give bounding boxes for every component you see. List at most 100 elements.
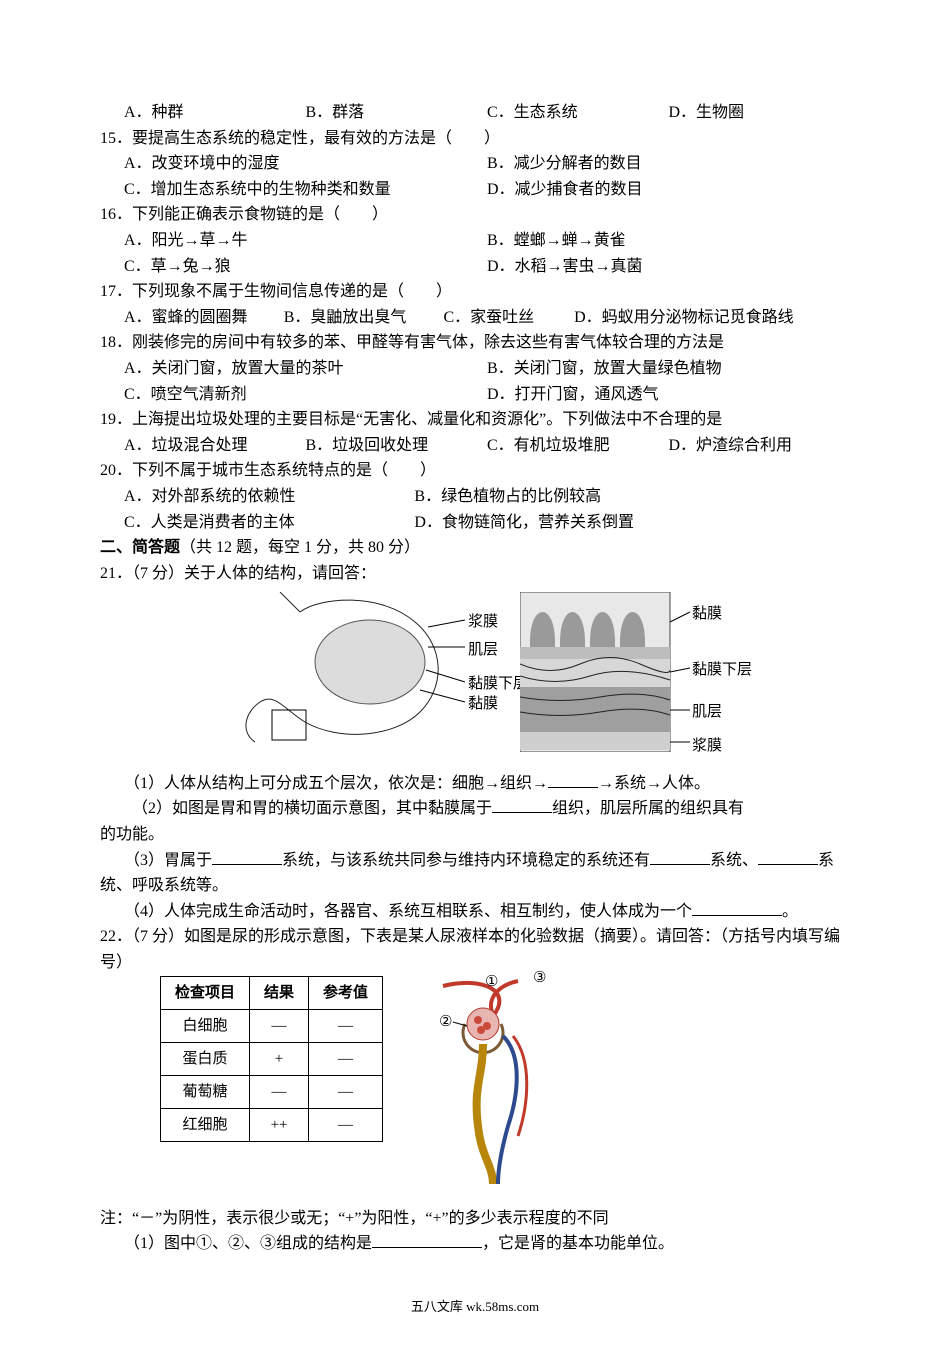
cell: 红细胞 bbox=[161, 1108, 250, 1141]
th-item: 检查项目 bbox=[161, 976, 250, 1009]
blank-6[interactable] bbox=[692, 899, 782, 916]
q19-stem: 19．上海提出垃圾处理的主要目标是“无害化、减量化和资源化”。下列做法中不合理的… bbox=[100, 407, 850, 433]
th-result: 结果 bbox=[250, 976, 309, 1009]
q21-p4: （4）人体完成生命活动时，各器官、系统互相联系、相互制约，使人体成为一个 。 bbox=[100, 899, 850, 925]
q20-opt-c: C．人类是消费者的主体 bbox=[124, 510, 414, 536]
q21-p2a: （2）如图是胃和胃的横切面示意图，其中黏膜属于 bbox=[132, 800, 492, 817]
q14-opt-d: D．生物圈 bbox=[669, 100, 851, 126]
q16-opt-c: C．草→兔→狼 bbox=[124, 254, 487, 280]
table-row: 葡萄糖 — — bbox=[161, 1075, 383, 1108]
stomach-figure: 浆膜 肌层 黏膜下层 黏膜 bbox=[230, 592, 490, 761]
page-footer: 五八文库 wk.58ms.com bbox=[100, 1297, 850, 1318]
cell: — bbox=[309, 1075, 383, 1108]
th-ref: 参考值 bbox=[309, 976, 383, 1009]
q18-opt-a: A．关闭门窗，放置大量的茶叶 bbox=[124, 356, 487, 382]
q16-opt-b: B．螳螂→蝉→黄雀 bbox=[487, 228, 850, 254]
stomach-svg bbox=[230, 592, 490, 752]
q19-opt-b: B．垃圾回收处理 bbox=[306, 433, 488, 459]
q21-p2c: 的功能。 bbox=[100, 822, 850, 848]
q22-p1a: （1）图中①、②、③组成的结构是 bbox=[124, 1235, 372, 1252]
q15-opt-b: B．减少分解者的数目 bbox=[487, 151, 850, 177]
q19-opt-c: C．有机垃圾堆肥 bbox=[487, 433, 669, 459]
q21-p2b: 组织，肌层所属的组织具有 bbox=[552, 800, 744, 817]
q14-opt-b: B．群落 bbox=[306, 100, 488, 126]
label-jiceng: 肌层 bbox=[468, 638, 498, 662]
label-nianmo: 黏膜 bbox=[468, 692, 498, 716]
q20-stem: 20．下列不属于城市生态系统特点的是（ ） bbox=[100, 458, 850, 484]
q22-stem: 22．（7 分）如图是尿的形成示意图，下表是某人尿液样本的化验数据（摘要）。请回… bbox=[100, 924, 850, 975]
q15-options: A．改变环境中的湿度 B．减少分解者的数目 C．增加生态系统中的生物种类和数量 … bbox=[100, 151, 850, 202]
q20-options: A．对外部系统的依赖性 B．绿色植物占的比例较高 C．人类是消费者的主体 D．食… bbox=[100, 484, 850, 535]
blank-7[interactable] bbox=[372, 1231, 482, 1248]
blank-4[interactable] bbox=[650, 848, 710, 865]
cell: — bbox=[309, 1108, 383, 1141]
q14-options: A．种群 B．群落 C．生态系统 D．生物圈 bbox=[100, 100, 850, 126]
q17-options: A．蜜蜂的圆圈舞 B．臭鼬放出臭气 C．家蚕吐丝 D．蚂蚁用分泌物标记觅食路线 bbox=[100, 305, 850, 331]
table-row: 蛋白质 + — bbox=[161, 1042, 383, 1075]
table-header-row: 检查项目 结果 参考值 bbox=[161, 976, 383, 1009]
lab-table: 检查项目 结果 参考值 白细胞 — — 蛋白质 + — 葡萄糖 — — 红细胞 … bbox=[160, 976, 383, 1142]
q16-opt-d: D．水稻→害虫→真菌 bbox=[487, 254, 850, 280]
q19-opt-a: A．垃圾混合处理 bbox=[124, 433, 306, 459]
label2-nianmo: 黏膜 bbox=[692, 602, 722, 626]
cell: — bbox=[250, 1009, 309, 1042]
q21-p3b: 系统，与该系统共同参与维持内环境稳定的系统还有 bbox=[282, 852, 650, 869]
q20-opt-b: B．绿色植物占的比例较高 bbox=[414, 484, 850, 510]
q18-opt-b: B．关闭门窗，放置大量绿色植物 bbox=[487, 356, 850, 382]
q20-opt-d: D．食物链简化，营养关系倒置 bbox=[414, 510, 850, 536]
kidney-svg bbox=[423, 976, 563, 1186]
wall-figure: 黏膜 黏膜下层 肌层 浆膜 bbox=[520, 592, 720, 761]
section2-title: 二、简答题 bbox=[100, 539, 180, 556]
blank-5[interactable] bbox=[758, 848, 818, 865]
wall-svg bbox=[520, 592, 720, 752]
q17-stem: 17．下列现象不属于生物间信息传递的是（ ） bbox=[100, 279, 850, 305]
q18-stem: 18．刚装修完的房间中有较多的苯、甲醛等有害气体，除去这些有害气体较合理的方法是 bbox=[100, 330, 850, 356]
q22-p1b: ，它是肾的基本功能单位。 bbox=[482, 1235, 674, 1252]
kidney-figure: ① ② ③ bbox=[423, 976, 563, 1186]
q15-stem: 15．要提高生态系统的稳定性，最有效的方法是（ ） bbox=[100, 126, 850, 152]
cell: + bbox=[250, 1042, 309, 1075]
q21-p3d: 系 bbox=[818, 852, 834, 869]
q18-opt-d: D．打开门窗，通风透气 bbox=[487, 382, 850, 408]
blank-2[interactable] bbox=[492, 796, 552, 813]
q14-opt-a: A．种群 bbox=[124, 100, 306, 126]
q15-opt-d: D．减少捕食者的数目 bbox=[487, 177, 850, 203]
q19-opt-d: D．炉渣综合利用 bbox=[669, 433, 851, 459]
q21-p2: （2）如图是胃和胃的横切面示意图，其中黏膜属于 组织，肌层所属的组织具有 bbox=[100, 796, 850, 822]
cell: 葡萄糖 bbox=[161, 1075, 250, 1108]
q21-p3: （3）胃属于 系统，与该系统共同参与维持内环境稳定的系统还有 系统、 系 bbox=[100, 848, 850, 874]
blank-3[interactable] bbox=[212, 848, 282, 865]
section2-heading: 二、简答题（共 12 题，每空 1 分，共 80 分） bbox=[100, 535, 850, 561]
q21-figures: 浆膜 肌层 黏膜下层 黏膜 bbox=[100, 592, 850, 761]
label-circ3: ③ bbox=[533, 966, 546, 990]
cell: 蛋白质 bbox=[161, 1042, 250, 1075]
q21-stem: 21．（7 分）关于人体的结构，请回答： bbox=[100, 561, 850, 587]
q18-opt-c: C．喷空气清新剂 bbox=[124, 382, 487, 408]
q21-p3e: 统、呼吸系统等。 bbox=[100, 873, 850, 899]
q21-p1: （1）人体从结构上可分成五个层次，依次是：细胞→组织→→系统→人体。 bbox=[100, 771, 850, 797]
label2-jiceng: 肌层 bbox=[692, 700, 722, 724]
q16-opt-a: A．阳光→草→牛 bbox=[124, 228, 487, 254]
cell: — bbox=[309, 1042, 383, 1075]
q22-row: 检查项目 结果 参考值 白细胞 — — 蛋白质 + — 葡萄糖 — — 红细胞 … bbox=[160, 976, 850, 1186]
section2-note: （共 12 题，每空 1 分，共 80 分） bbox=[180, 539, 420, 556]
q17-opt-c: C．家蚕吐丝 bbox=[443, 305, 574, 331]
q21-p4b: 。 bbox=[782, 903, 798, 920]
q22-p1: （1）图中①、②、③组成的结构是 ，它是肾的基本功能单位。 bbox=[100, 1231, 850, 1257]
q15-opt-a: A．改变环境中的湿度 bbox=[124, 151, 487, 177]
q22-note: 注：“－”为阴性，表示很少或无；“+”为阳性，“+”的多少表示程度的不同 bbox=[100, 1206, 850, 1232]
q17-opt-a: A．蜜蜂的圆圈舞 bbox=[124, 305, 284, 331]
q16-stem: 16．下列能正确表示食物链的是（ ） bbox=[100, 202, 850, 228]
label-circ2: ② bbox=[439, 1010, 452, 1034]
table-row: 红细胞 ++ — bbox=[161, 1108, 383, 1141]
q18-options: A．关闭门窗，放置大量的茶叶 B．关闭门窗，放置大量绿色植物 C．喷空气清新剂 … bbox=[100, 356, 850, 407]
q19-options: A．垃圾混合处理 B．垃圾回收处理 C．有机垃圾堆肥 D．炉渣综合利用 bbox=[100, 433, 850, 459]
q21-p1b: →系统→人体。 bbox=[598, 775, 710, 792]
q17-opt-d: D．蚂蚁用分泌物标记觅食路线 bbox=[574, 305, 850, 331]
blank-1[interactable] bbox=[548, 771, 598, 788]
q21-p4a: （4）人体完成生命活动时，各器官、系统互相联系、相互制约，使人体成为一个 bbox=[124, 903, 692, 920]
q15-opt-c: C．增加生态系统中的生物种类和数量 bbox=[124, 177, 487, 203]
label-jiangmo: 浆膜 bbox=[468, 610, 498, 634]
q21-p3c: 系统、 bbox=[710, 852, 758, 869]
q21-p3a: （3）胃属于 bbox=[124, 852, 212, 869]
